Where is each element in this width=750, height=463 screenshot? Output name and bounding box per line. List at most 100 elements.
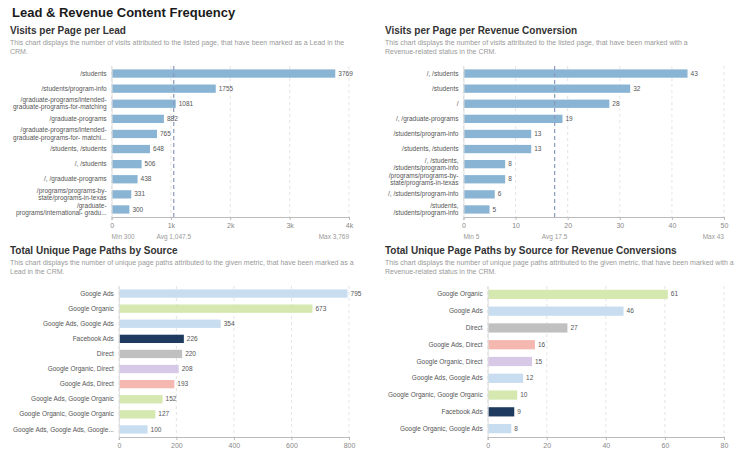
y-tick: /programs/programs-by-state/programs-in-…	[389, 172, 464, 187]
y-tick: Google Ads, Direct	[60, 380, 119, 388]
category-label-line: /students/program-info	[393, 130, 458, 138]
tick-mark	[672, 217, 673, 220]
y-tick: /students, /students	[402, 145, 463, 152]
y-tick: Google Organic, Direct	[48, 365, 119, 373]
data-label: 27	[570, 324, 578, 331]
tick-mark	[568, 217, 569, 220]
axis-line	[464, 218, 725, 221]
grid	[112, 66, 349, 217]
tick-label: 0	[462, 222, 466, 229]
category-label: Facebook Ads	[73, 335, 115, 342]
category-label-line: /students	[80, 70, 107, 77]
tick-mark	[665, 437, 666, 440]
bar	[488, 340, 535, 349]
x-axis: 0200400600800	[117, 437, 355, 449]
category-label: Google Ads, Google Ads, Google...	[13, 426, 114, 434]
data-label: 19	[565, 115, 573, 122]
y-tick: /graduate-programs	[49, 115, 111, 123]
tick-mark	[606, 437, 607, 440]
grid-line	[289, 66, 290, 217]
bar	[488, 357, 532, 366]
category-label: /students/program-info	[393, 130, 458, 138]
x-axis: 01k2k3k4k	[110, 217, 354, 229]
category-label: /, /students/program-info	[388, 190, 459, 198]
grid	[488, 286, 724, 437]
data-label: 127	[158, 410, 169, 417]
category-label: Google Organic, Direct	[417, 358, 483, 366]
category-label-line: /students	[432, 85, 459, 92]
category-label: Direct	[466, 324, 483, 331]
bar	[488, 307, 624, 316]
data-label: 46	[627, 307, 635, 314]
category-label-line: Facebook Ads	[73, 335, 115, 342]
axis-line	[463, 67, 464, 218]
category-label: /, /students	[427, 70, 460, 77]
bar	[119, 425, 148, 433]
data-label: 193	[177, 380, 188, 387]
y-axis: Google Ads Google Organic Google Ads, Goog…	[13, 287, 119, 438]
annotation: Avg 1,047.5	[156, 233, 191, 241]
category-label: /, /students	[75, 160, 108, 167]
bar	[488, 374, 523, 383]
data-label: 13	[534, 145, 542, 152]
subtitle-line: This chart displays the number of visits…	[385, 39, 688, 47]
y-tick: /	[457, 100, 464, 107]
category-label-line: /students, /students	[402, 145, 459, 152]
x-tick: 40	[668, 217, 676, 229]
category-label: Google Organic	[437, 290, 483, 298]
annotation: Max 3,769	[319, 233, 350, 240]
y-tick: Google Organic	[68, 305, 119, 313]
bar	[488, 424, 512, 433]
grid-line	[463, 66, 464, 217]
axis-line	[488, 438, 724, 441]
category-label-line: /students,	[430, 202, 458, 209]
grid-line	[724, 66, 725, 217]
y-tick: Google Organic	[437, 290, 488, 298]
average-line	[554, 66, 555, 217]
data-labels: 6146271615121098	[514, 290, 678, 431]
bars	[463, 66, 687, 217]
y-axis: /, /students/students//, /graduate-progr…	[388, 67, 464, 218]
data-label: 9	[517, 408, 521, 415]
category-label: Facebook Ads	[441, 408, 483, 415]
bars	[112, 66, 336, 217]
y-tick: Facebook Ads	[441, 408, 487, 415]
y-axis: /students/students/program-info/graduate…	[13, 67, 112, 218]
subtitle-line: This chart displays the number of visits…	[10, 39, 344, 47]
category-label: /students, /students	[50, 145, 107, 152]
category-label: Google Ads, Google Ads	[43, 320, 115, 328]
y-tick: /, /students,/students/program-info	[393, 157, 463, 172]
grid-line	[349, 66, 350, 217]
data-label: 10	[520, 391, 528, 398]
y-tick: /students, /students	[50, 145, 111, 152]
tick-label: 1k	[168, 222, 176, 229]
category-label-line: programs/international- gradu...	[16, 209, 107, 217]
y-tick: Google Organic, Google Organic	[19, 410, 119, 418]
bar	[463, 190, 494, 198]
category-label: /students	[432, 85, 459, 92]
category-label-line: Direct	[466, 324, 483, 331]
bar	[119, 410, 156, 418]
category-label: /students, /students	[402, 145, 459, 152]
tick-mark	[230, 217, 231, 220]
category-label: Google Ads, Direct	[60, 380, 114, 388]
main-title: Lead & Revenue Content Frequency	[12, 5, 236, 20]
data-label: 354	[224, 320, 235, 327]
category-label: Google Organic, Direct	[48, 365, 114, 373]
x-tick: 40	[602, 437, 610, 449]
grid-line	[118, 286, 119, 437]
y-tick: Facebook Ads	[73, 335, 119, 342]
bar	[463, 205, 489, 213]
tick-mark	[171, 217, 172, 220]
chart-title: Total Unique Page Paths by Source for Re…	[385, 245, 677, 256]
y-tick: /graduate-programs/intended-graduate-pro…	[13, 126, 112, 141]
category-label: /, /students,/students/program-info	[393, 157, 458, 172]
category-label: Google Organic	[68, 305, 114, 313]
category-label-line: Google Ads	[80, 290, 114, 298]
tick-mark	[547, 437, 548, 440]
bar	[119, 380, 175, 388]
data-label: 208	[182, 365, 193, 372]
tick-label: 30	[616, 222, 624, 229]
x-tick: 10	[512, 217, 520, 229]
x-tick: 30	[616, 217, 624, 229]
